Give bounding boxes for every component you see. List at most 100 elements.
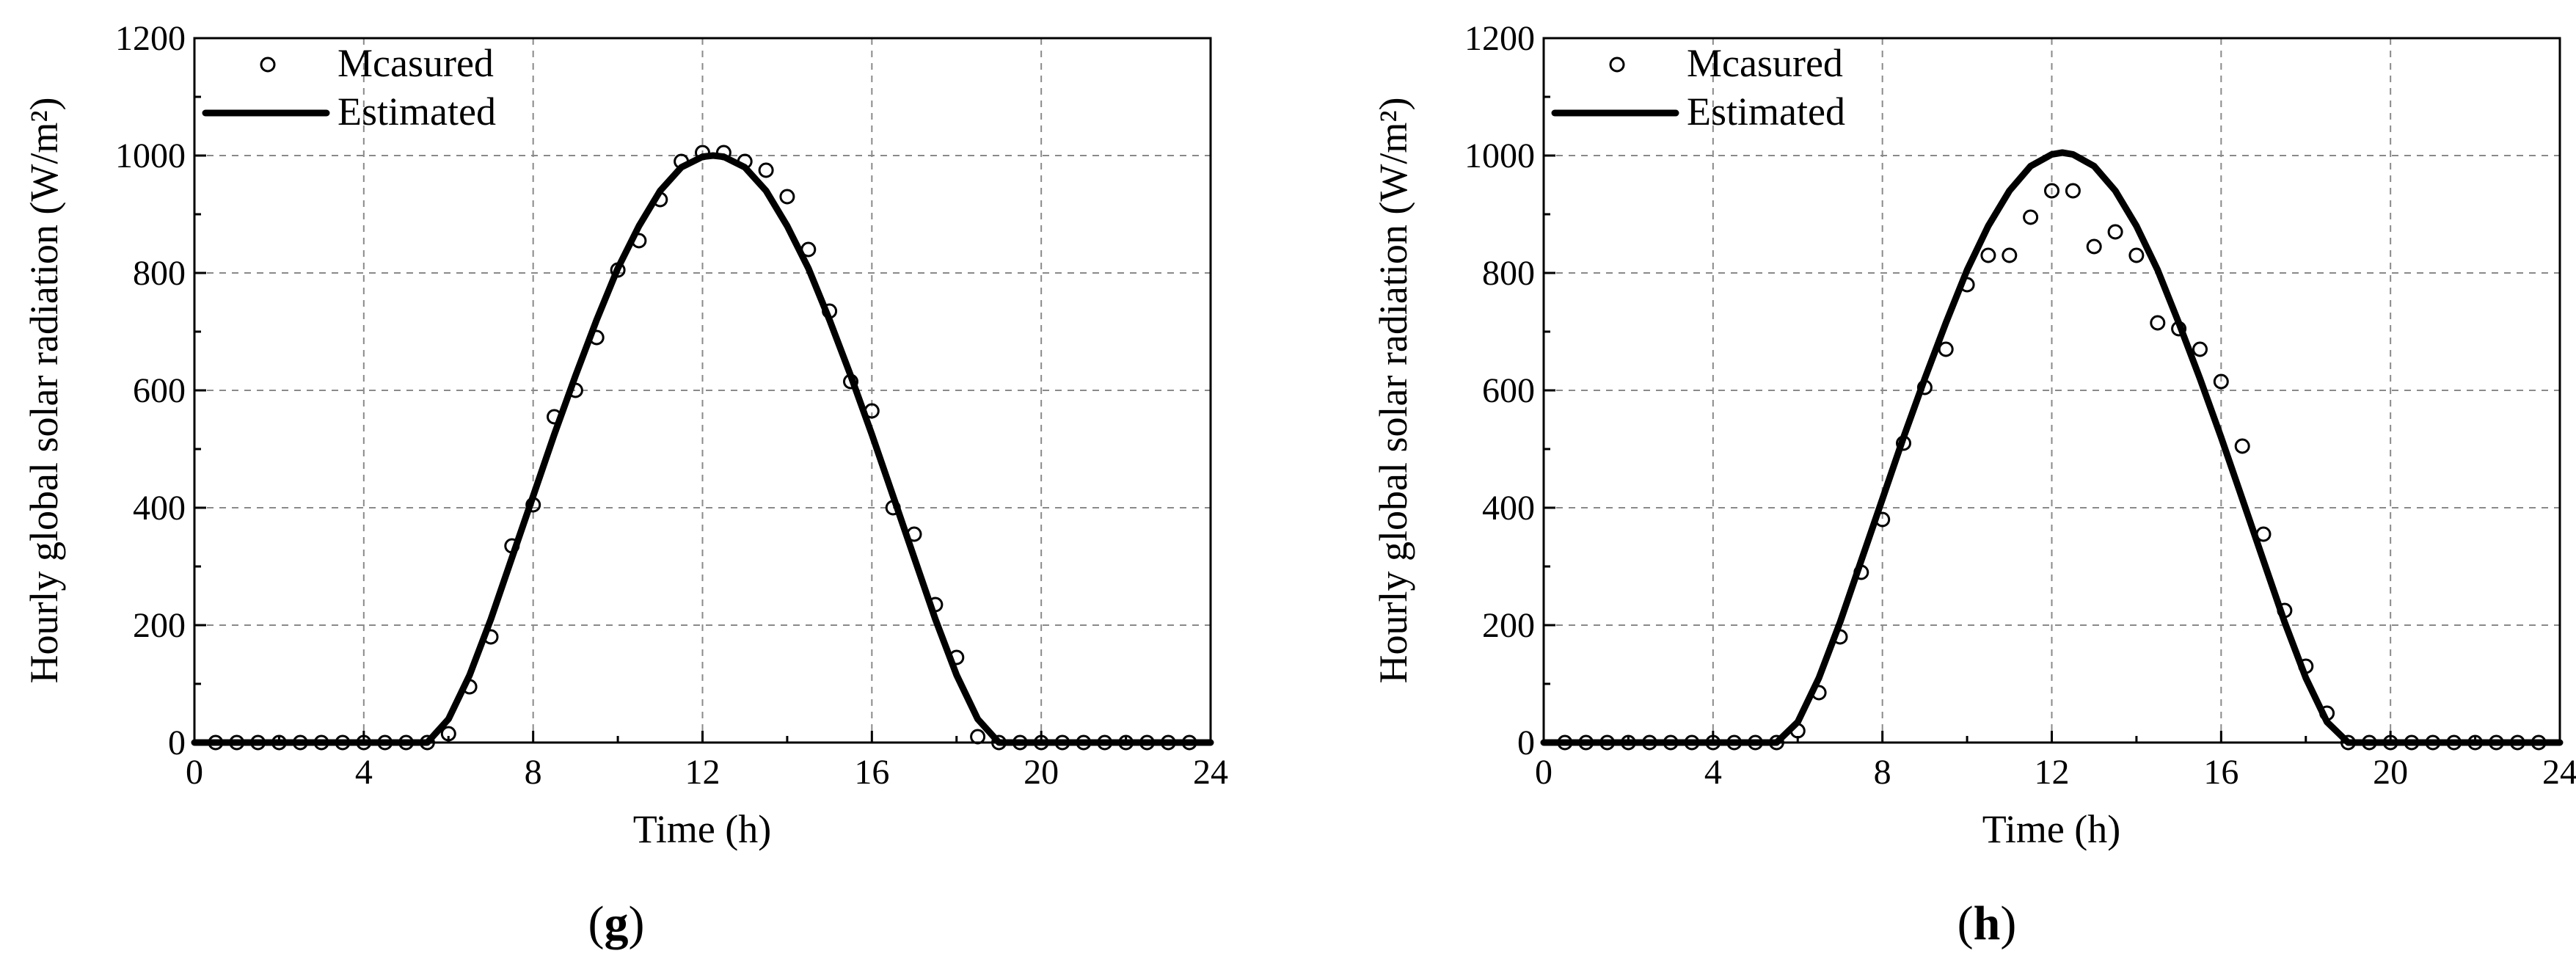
panel-label: (h) — [1957, 897, 2017, 950]
measured-point — [674, 153, 690, 169]
measured-point — [1875, 511, 1891, 528]
estimated-line — [1540, 149, 2564, 746]
measured-point — [2340, 734, 2356, 751]
y-axis-label: Hourly global solar radiation (W/m²) — [22, 98, 66, 684]
measured-point — [525, 497, 541, 513]
measured-point — [356, 734, 372, 751]
x-tick-label: 0 — [1535, 753, 1552, 792]
x-axis-label: Time (h) — [633, 807, 772, 851]
measured-point — [250, 734, 266, 751]
measured-point — [2382, 734, 2398, 751]
measured-point — [652, 192, 668, 208]
x-tick-label: 4 — [355, 753, 373, 792]
measured-point — [949, 649, 965, 666]
y-tick-label: 400 — [1482, 489, 1535, 528]
measured-point — [377, 734, 393, 751]
measured-point — [2509, 734, 2525, 751]
measured-point — [695, 145, 710, 161]
measured-point — [1160, 734, 1176, 751]
measured-point — [567, 382, 583, 398]
measured-point — [2002, 247, 2018, 263]
measured-point — [1578, 734, 1594, 751]
y-tick-label: 200 — [133, 606, 186, 645]
measured-point — [1916, 379, 1933, 395]
estimated-series — [1540, 149, 2564, 746]
measured-point — [2192, 341, 2208, 357]
measured-point — [1033, 734, 1049, 751]
measured-point — [1118, 734, 1134, 751]
measured-point — [800, 241, 817, 258]
measured-point — [2213, 373, 2229, 390]
measured-point — [610, 262, 626, 278]
legend-measured-marker — [1609, 56, 1625, 73]
x-tick-label: 8 — [525, 753, 542, 792]
x-tick-label: 12 — [2035, 753, 2070, 792]
y-tick-label: 1000 — [115, 136, 186, 175]
measured-point — [229, 734, 245, 751]
measured-point — [2086, 238, 2102, 255]
measured-point — [1054, 734, 1070, 751]
measured-point — [715, 145, 731, 161]
y-tick-label: 800 — [133, 254, 186, 293]
measured-point — [2128, 247, 2145, 263]
y-axis-label: Hourly global solar radiation (W/m²) — [1371, 98, 1415, 684]
measured-point — [737, 153, 753, 169]
y-tick-label: 600 — [133, 371, 186, 410]
measured-point — [1705, 734, 1721, 751]
measured-point — [991, 734, 1007, 751]
measured-point — [1980, 247, 1996, 263]
legend-measured-marker — [260, 56, 276, 73]
panel-label: (g) — [588, 897, 645, 950]
measured-point — [1938, 341, 1954, 357]
measured-point — [2044, 183, 2059, 199]
y-tick-label: 0 — [1517, 723, 1535, 762]
measured-point — [864, 403, 880, 419]
measured-point — [1641, 734, 1657, 751]
measured-point — [822, 303, 838, 319]
measured-point — [885, 500, 901, 516]
measured-point — [2234, 438, 2250, 454]
measured-point — [398, 734, 414, 751]
y-tick-label: 200 — [1482, 606, 1535, 645]
estimated-line — [191, 152, 1214, 746]
measured-point — [1853, 564, 1869, 580]
chart-panel-h: 0 4 8 12 16 20 24 0 200 400 600 800 1000 1200 Mcasure… — [1371, 19, 2576, 950]
grid-lines — [194, 38, 1211, 743]
x-tick-label: 20 — [2373, 753, 2408, 792]
y-tick-label: 600 — [1482, 371, 1535, 410]
measured-point — [970, 729, 986, 745]
legend: Mcasured Estimated — [202, 41, 496, 134]
measured-point — [779, 189, 795, 205]
measured-point — [419, 734, 435, 751]
x-tick-label: 24 — [1193, 753, 1228, 792]
measured-point — [1097, 734, 1113, 751]
y-tick-label: 0 — [168, 723, 186, 762]
measured-point — [292, 734, 308, 751]
measured-point — [1663, 734, 1679, 751]
measured-point — [461, 679, 478, 695]
measured-point — [208, 734, 224, 751]
measured-point — [1139, 734, 1155, 751]
measured-point — [927, 597, 944, 613]
measured-point — [2255, 526, 2272, 542]
y-tick-label: 1200 — [115, 19, 186, 58]
y-tick-label: 1000 — [1464, 136, 1535, 175]
measured-point — [1832, 629, 1848, 645]
x-tick-label: 8 — [1874, 753, 1891, 792]
measured-point — [1896, 435, 1911, 451]
grid-lines — [1544, 38, 2560, 743]
measured-point — [2531, 734, 2547, 751]
legend: Mcasured Estimated — [1551, 41, 1845, 134]
x-tick-label: 12 — [685, 753, 720, 792]
measured-point — [2446, 734, 2462, 751]
measured-point — [1620, 734, 1636, 751]
measured-point — [313, 734, 329, 751]
measured-point — [631, 233, 647, 249]
measured-point — [1012, 734, 1028, 751]
measured-point — [2298, 658, 2314, 674]
measured-point — [2277, 602, 2293, 619]
measured-point — [1789, 723, 1806, 739]
chart-panel-g: 0 4 8 12 16 20 24 0 200 400 600 800 1000 1200 Mcasure… — [22, 19, 1228, 950]
legend-estimated-label: Estimated — [337, 90, 496, 134]
